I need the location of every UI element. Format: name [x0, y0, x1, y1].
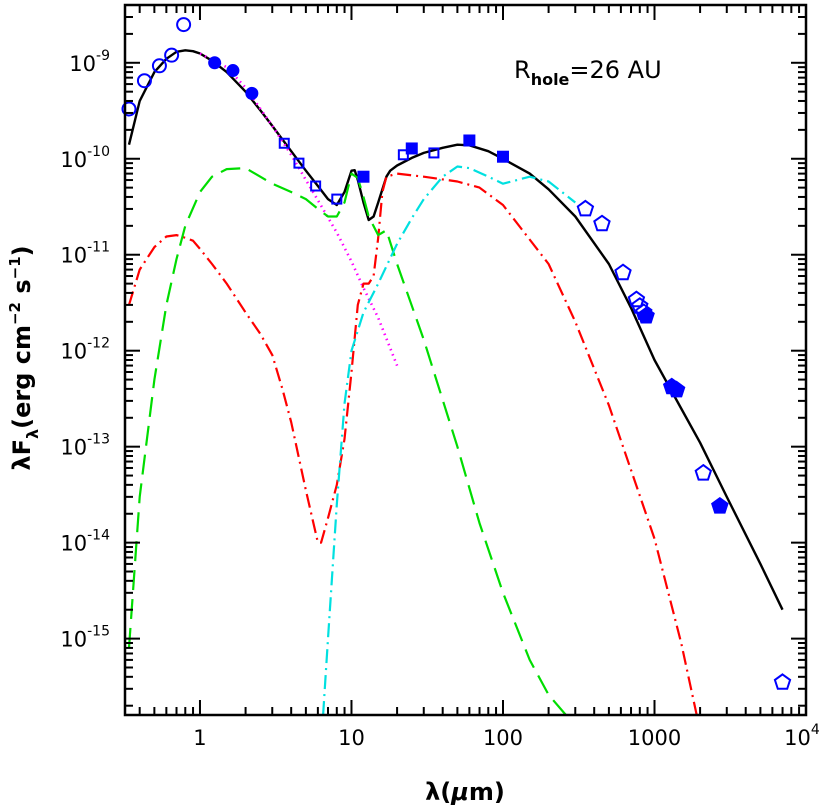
- axis-ticks: [125, 4, 806, 715]
- y-tick-label: 10-15: [60, 624, 110, 652]
- x-axis-label: λ(μm): [425, 778, 505, 806]
- y-tick-label: 10-12: [60, 336, 110, 364]
- y-axis-label: λFλ(erg cm−2 s−1): [6, 245, 42, 470]
- data-point-pentagon-open: [627, 290, 646, 308]
- data-point-circle-open: [151, 58, 167, 74]
- data-point-circle-open: [176, 17, 192, 33]
- x-tick-label: 1: [193, 726, 206, 750]
- data-point-pentagon-filled: [711, 496, 729, 514]
- x-tick-label: 10: [338, 726, 365, 750]
- y-tick-labels: 10-9 10-10 10-11 10-12 10-13 10-14 10-15: [60, 48, 110, 652]
- series-disk-2: [127, 172, 698, 715]
- y-tick-label: 10-11: [60, 240, 110, 268]
- data-point-circle-open: [164, 47, 180, 63]
- data-point-square-filled: [463, 134, 476, 147]
- y-tick-label: 10-13: [60, 432, 110, 460]
- data-point-square-open: [310, 180, 322, 192]
- x-tick-exponent: 4: [811, 722, 820, 738]
- x-tick-label: 104: [784, 722, 820, 750]
- data-point-pentagon-open: [576, 199, 595, 217]
- data-point-circle-open: [136, 73, 152, 89]
- data-point-pentagon-open: [773, 673, 792, 690]
- data-point-square-open: [293, 157, 305, 169]
- plot-frame: [123, 3, 808, 717]
- data-point-circle-filled: [226, 64, 240, 78]
- rhole-annotation: Rhole=26 AU: [514, 56, 662, 89]
- data-point-square-open: [397, 149, 409, 161]
- y-tick-label: 10-14: [60, 528, 110, 556]
- data-point-pentagon-filled: [637, 306, 655, 324]
- data-point-pentagon-filled: [667, 380, 686, 398]
- data-point-pentagon-open: [593, 214, 611, 232]
- data-point-pentagon-open: [694, 463, 713, 481]
- data-point-square-filled: [357, 170, 370, 183]
- data-point-square-open: [331, 193, 343, 205]
- data-point-circle-filled: [208, 56, 222, 70]
- series-outer-4: [322, 165, 576, 715]
- x-tick-labels: 1 10 100 1000 104: [193, 722, 820, 750]
- x-tick-label: 1000: [628, 726, 681, 750]
- y-tick-label: 10-9: [69, 48, 110, 76]
- data-point-square-open: [278, 137, 290, 149]
- series-total-0: [127, 49, 784, 611]
- y-tick-label: 10-10: [60, 144, 110, 172]
- data-points: [121, 17, 792, 690]
- model-curves: [127, 49, 784, 715]
- data-point-circle-open: [121, 101, 137, 117]
- data-point-square-open: [428, 147, 440, 159]
- data-point-circle-filled: [245, 86, 259, 100]
- data-point-pentagon-open: [614, 263, 632, 281]
- data-point-square-filled: [405, 142, 418, 155]
- x-tick-label: 100: [483, 726, 523, 750]
- data-point-square-filled: [496, 150, 509, 163]
- series-wall-3: [127, 167, 567, 715]
